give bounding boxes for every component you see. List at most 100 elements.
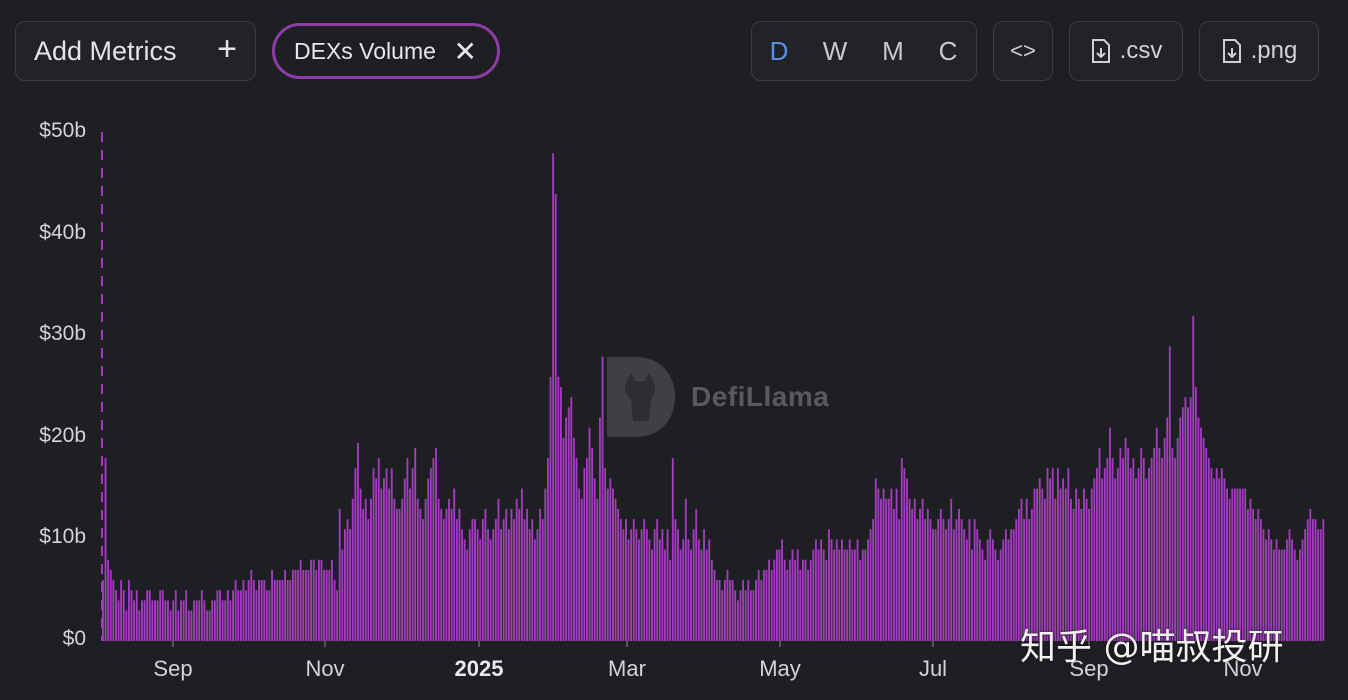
bar[interactable]: [666, 529, 669, 641]
bar[interactable]: [796, 549, 799, 641]
bar[interactable]: [906, 478, 908, 641]
bar[interactable]: [432, 458, 435, 641]
bar[interactable]: [952, 529, 955, 641]
bar[interactable]: [690, 549, 692, 641]
bar[interactable]: [330, 559, 333, 641]
metric-chip-dexs-volume[interactable]: DEXs Volume ✕: [272, 23, 500, 79]
bar[interactable]: [955, 519, 958, 641]
bar[interactable]: [1210, 468, 1213, 641]
bar[interactable]: [1072, 508, 1075, 641]
bar[interactable]: [357, 442, 359, 641]
bar[interactable]: [1093, 478, 1096, 641]
bar[interactable]: [1200, 427, 1202, 641]
bar[interactable]: [471, 519, 474, 641]
bar[interactable]: [453, 488, 456, 641]
bar[interactable]: [445, 508, 448, 641]
bar[interactable]: [1301, 539, 1304, 641]
bar[interactable]: [161, 590, 164, 641]
bar[interactable]: [947, 519, 950, 641]
bar[interactable]: [1319, 529, 1322, 641]
bar[interactable]: [520, 488, 523, 641]
bar[interactable]: [299, 559, 302, 641]
bar[interactable]: [1270, 539, 1273, 641]
bar[interactable]: [390, 468, 393, 641]
bar[interactable]: [109, 569, 112, 641]
bar[interactable]: [146, 590, 149, 641]
bar[interactable]: [122, 590, 125, 641]
bar[interactable]: [775, 549, 778, 641]
bar[interactable]: [669, 559, 672, 641]
bar[interactable]: [182, 600, 185, 641]
bar[interactable]: [932, 529, 934, 641]
bar[interactable]: [1043, 498, 1046, 641]
bar[interactable]: [586, 458, 588, 641]
bar[interactable]: [304, 569, 307, 641]
bar[interactable]: [958, 508, 960, 641]
bar[interactable]: [991, 539, 994, 641]
bar[interactable]: [960, 519, 963, 641]
bar[interactable]: [115, 590, 117, 641]
bar[interactable]: [1085, 498, 1088, 641]
bar[interactable]: [513, 519, 516, 641]
bar[interactable]: [653, 529, 656, 641]
bar[interactable]: [1140, 447, 1143, 641]
bar[interactable]: [1171, 447, 1174, 641]
bar[interactable]: [1010, 529, 1013, 641]
bar[interactable]: [226, 590, 229, 641]
bar[interactable]: [1184, 397, 1187, 641]
bar[interactable]: [1017, 508, 1020, 641]
bar[interactable]: [588, 427, 591, 641]
bar[interactable]: [885, 498, 888, 641]
bar[interactable]: [1288, 529, 1291, 641]
bar[interactable]: [500, 529, 502, 641]
bar[interactable]: [965, 539, 968, 641]
bar[interactable]: [273, 580, 276, 641]
bar[interactable]: [484, 508, 487, 641]
bar[interactable]: [1241, 488, 1244, 641]
bar[interactable]: [726, 569, 729, 641]
bar[interactable]: [809, 559, 812, 641]
bar[interactable]: [1004, 529, 1007, 641]
bar[interactable]: [416, 498, 419, 641]
bar[interactable]: [898, 519, 901, 641]
bar[interactable]: [515, 498, 518, 641]
bar[interactable]: [533, 539, 536, 641]
bar[interactable]: [893, 508, 895, 641]
bar[interactable]: [1135, 478, 1137, 641]
bar[interactable]: [963, 529, 966, 641]
bar[interactable]: [1030, 508, 1033, 641]
bar[interactable]: [372, 468, 375, 641]
bar[interactable]: [232, 590, 234, 641]
bar[interactable]: [632, 519, 635, 641]
bar[interactable]: [1075, 488, 1078, 641]
bar[interactable]: [635, 529, 638, 641]
bar[interactable]: [625, 519, 627, 641]
bar[interactable]: [1189, 397, 1192, 641]
bar[interactable]: [1155, 427, 1158, 641]
bar[interactable]: [757, 569, 760, 641]
bar[interactable]: [403, 478, 406, 641]
bar[interactable]: [1148, 468, 1150, 641]
bar[interactable]: [437, 498, 440, 641]
bar[interactable]: [1158, 447, 1161, 641]
bar[interactable]: [528, 529, 531, 641]
bar[interactable]: [383, 478, 385, 641]
bar[interactable]: [830, 539, 833, 641]
bar[interactable]: [916, 519, 919, 641]
bar[interactable]: [1137, 468, 1140, 641]
bar[interactable]: [939, 508, 942, 641]
bar[interactable]: [193, 600, 195, 641]
bar[interactable]: [448, 498, 450, 641]
bar[interactable]: [367, 519, 370, 641]
bar[interactable]: [1015, 519, 1018, 641]
bar[interactable]: [578, 488, 581, 641]
bar[interactable]: [1106, 458, 1109, 641]
bar[interactable]: [1077, 498, 1080, 641]
bar[interactable]: [570, 397, 573, 641]
bar[interactable]: [271, 569, 274, 641]
bar[interactable]: [237, 590, 240, 641]
bar[interactable]: [1080, 508, 1083, 641]
bar[interactable]: [1296, 559, 1299, 641]
bar[interactable]: [505, 508, 508, 641]
bar[interactable]: [255, 590, 258, 641]
